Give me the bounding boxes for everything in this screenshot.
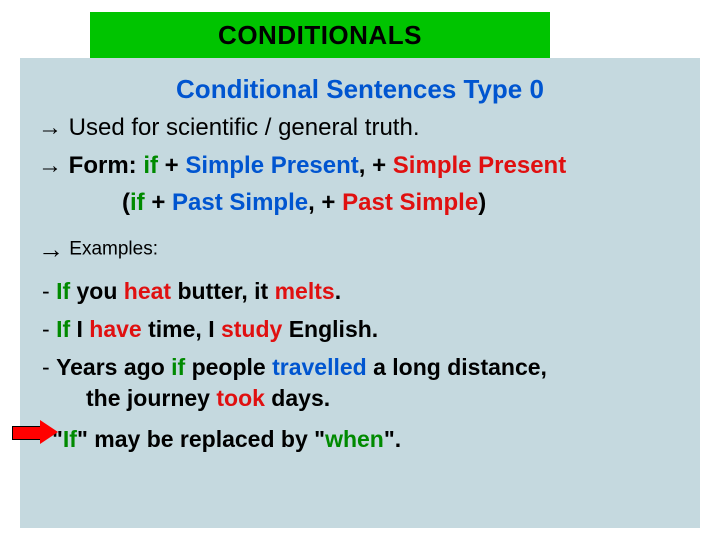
note-mid: " may be replaced by " [77,426,325,452]
subtitle: Conditional Sentences Type 0 [20,74,700,105]
note-if: If [63,426,77,452]
ex3-e: days. [265,385,330,411]
ex2-study: study [221,316,282,342]
ex1-end: . [335,278,341,304]
note-line: "If" may be replaced by "when". [52,426,401,453]
ex1-if: If [56,278,70,304]
form-line-2: (if + Past Simple, + Past Simple) [122,189,486,217]
usage-text: Used for scientific / general truth. [62,114,420,141]
ex3-d: the journey [86,385,216,411]
ex2-have: have [89,316,141,342]
ex3-took: took [216,385,265,411]
form-line-1: → Form: if + Simple Present, + Simple Pr… [38,152,566,180]
form2-past-simple-2: Past Simple [342,189,478,216]
ex1-a: you [70,278,124,304]
note-when: when [325,426,384,452]
form2-if: if [130,189,145,216]
callout-arrow-icon [12,420,62,444]
ex3-b: people [185,354,272,380]
ex3-travelled: travelled [272,354,367,380]
ex2-b: time, I [142,316,221,342]
ex1-melts: melts [275,278,335,304]
examples-label: Examples: [64,239,158,260]
example-2: - If I have time, I study English. [42,316,378,343]
form-comma: , + [359,152,393,179]
dash: - [42,354,56,380]
ex3-a: Years ago [56,354,171,380]
form2-sep: + [145,189,172,216]
form2-past-simple-1: Past Simple [172,189,308,216]
ex1-b: butter, it [171,278,275,304]
ex3-if: if [171,354,185,380]
paren-open: ( [122,189,130,216]
dash: - [42,316,56,342]
ex2-if: If [56,316,70,342]
paren-close: ) [478,189,486,216]
usage-line: → Used for scientific / general truth. [38,114,420,142]
arrow-icon: → [38,114,62,141]
examples-label-line: → Examples: [38,234,158,265]
slide: Conditional Sentences Type 0 → Used for … [0,0,720,540]
content-box: Conditional Sentences Type 0 → Used for … [20,58,700,528]
ex2-c: English. [282,316,378,342]
example-3: - Years ago if people travelled a long d… [42,352,682,414]
ex1-heat: heat [124,278,171,304]
form2-comma: , + [308,189,342,216]
form-simple-present-2: Simple Present [393,152,566,179]
ex2-a: I [70,316,89,342]
form-sep: + [158,152,185,179]
form-if: if [143,152,158,179]
title-bar: CONDITIONALS [90,12,550,58]
form-label: Form: [62,152,143,179]
form-simple-present-1: Simple Present [185,152,358,179]
arrow-icon: → [38,152,62,179]
note-close: ". [384,426,401,452]
dash: - [42,278,56,304]
example-1: - If you heat butter, it melts. [42,278,341,305]
arrow-icon: → [38,234,64,264]
page-title: CONDITIONALS [218,20,422,51]
ex3-c: a long distance, [367,354,547,380]
